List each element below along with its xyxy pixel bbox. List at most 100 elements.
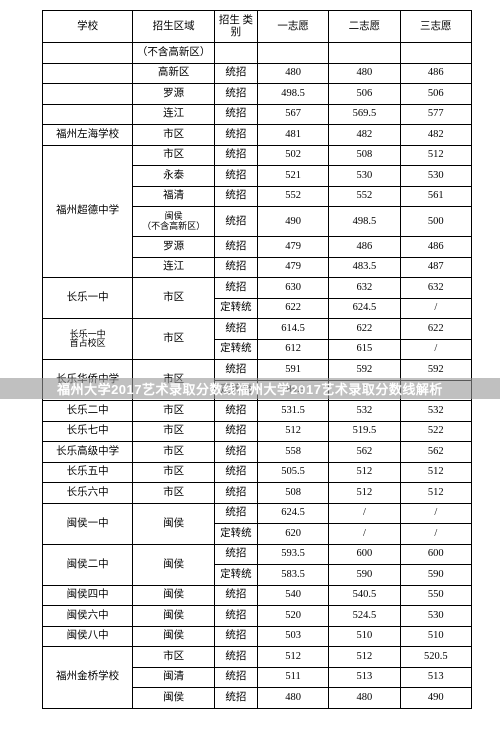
cell-type: 统招	[214, 626, 257, 647]
cell-area: 闽侯	[133, 585, 215, 606]
table-row: 长乐七中市区统招512519.5522	[43, 421, 472, 442]
table-row: 闽侯二中闽侯统招593.5600600	[43, 544, 472, 565]
cell-type: 统招	[214, 207, 257, 237]
cell-s2: /	[329, 524, 400, 545]
cell-school: 长乐二中	[43, 401, 133, 422]
cell-s1: 503	[257, 626, 328, 647]
cell-type: 统招	[214, 421, 257, 442]
cell-type	[214, 43, 257, 64]
cell-area: 罗源	[133, 237, 215, 258]
cell-s1: 614.5	[257, 319, 328, 340]
cell-s3: 512	[400, 145, 471, 166]
cell-s3: /	[400, 339, 471, 360]
cell-s1: 552	[257, 186, 328, 207]
cell-type: 统招	[214, 104, 257, 125]
cell-s2: 552	[329, 186, 400, 207]
cell-s3: 561	[400, 186, 471, 207]
cell-type: 统招	[214, 442, 257, 463]
cell-type: 统招	[214, 319, 257, 340]
cell-school: 福州金桥学校	[43, 647, 133, 709]
cell-s1: 540	[257, 585, 328, 606]
cell-s3: 500	[400, 207, 471, 237]
cell-s3: 512	[400, 462, 471, 483]
hdr-school: 学校	[43, 11, 133, 43]
cell-s1: 479	[257, 257, 328, 278]
cell-s3: /	[400, 298, 471, 319]
cell-s3: 562	[400, 442, 471, 463]
cell-area: 连江	[133, 257, 215, 278]
cell-s1: 508	[257, 483, 328, 504]
cell-s1: 591	[257, 360, 328, 381]
cell-school: 闽侯八中	[43, 626, 133, 647]
cell-school: 福州超德中学	[43, 145, 133, 278]
cell-type: 统招	[214, 63, 257, 84]
cell-s2: 513	[329, 667, 400, 688]
cell-area: 市区	[133, 125, 215, 146]
hdr-type: 招生 类别	[214, 11, 257, 43]
table-row: 长乐六中市区统招508512512	[43, 483, 472, 504]
cell-s3: 512	[400, 483, 471, 504]
cell-type: 统招	[214, 84, 257, 105]
cell-s1: 612	[257, 339, 328, 360]
cell-type: 定转统	[214, 339, 257, 360]
hdr-area: 招生区域	[133, 11, 215, 43]
cell-s1: 512	[257, 647, 328, 668]
cell-area: 市区	[133, 145, 215, 166]
cell-type: 定转统	[214, 298, 257, 319]
cell-type: 统招	[214, 257, 257, 278]
cell-s3: 622	[400, 319, 471, 340]
cell-s2: 510	[329, 626, 400, 647]
cell-s2: 624.5	[329, 298, 400, 319]
cell-s1: 505.5	[257, 462, 328, 483]
cell-type: 统招	[214, 688, 257, 709]
cell-type: 统招	[214, 667, 257, 688]
cell-s3: 486	[400, 237, 471, 258]
table-row: 闽侯四中闽侯统招540540.5550	[43, 585, 472, 606]
cell-type: 统招	[214, 360, 257, 381]
cell-school	[43, 43, 133, 64]
cell-school: 长乐七中	[43, 421, 133, 442]
table-row: 闽侯八中闽侯统招503510510	[43, 626, 472, 647]
cell-s3: 506	[400, 84, 471, 105]
table-row: 连江统招567569.5577	[43, 104, 472, 125]
cell-s2: 590	[329, 565, 400, 586]
score-table: 学校 招生区域 招生 类别 一志愿 二志愿 三志愿 （不含高新区）高新区统招48…	[42, 10, 472, 709]
cell-s1	[257, 43, 328, 64]
cell-s2: 508	[329, 145, 400, 166]
cell-area: 市区	[133, 278, 215, 319]
cell-area: 闽侯	[133, 688, 215, 709]
watermark-text: 福州大学2017艺术录取分数线福州大学2017艺术录取分数线解析	[57, 379, 443, 398]
cell-s3	[400, 43, 471, 64]
cell-s1: 479	[257, 237, 328, 258]
cell-area: 市区	[133, 442, 215, 463]
cell-area: （不含高新区）	[133, 43, 215, 64]
cell-school	[43, 84, 133, 105]
cell-s3: /	[400, 503, 471, 524]
cell-s1: 480	[257, 688, 328, 709]
cell-s2: 480	[329, 63, 400, 84]
cell-school: 闽侯六中	[43, 606, 133, 627]
cell-type: 统招	[214, 483, 257, 504]
cell-s3: 632	[400, 278, 471, 299]
cell-area: 闽侯（不含高新区）	[133, 207, 215, 237]
cell-type: 统招	[214, 606, 257, 627]
cell-s2: /	[329, 503, 400, 524]
cell-area: 市区	[133, 483, 215, 504]
table-row: 长乐华侨中学市区统招591592592	[43, 360, 472, 381]
table-row: 长乐二中市区统招531.5532532	[43, 401, 472, 422]
cell-s1: 498.5	[257, 84, 328, 105]
cell-area: 闽侯	[133, 626, 215, 647]
hdr-s1: 一志愿	[257, 11, 328, 43]
cell-s3: 522	[400, 421, 471, 442]
cell-s3: 600	[400, 544, 471, 565]
cell-s1: 593.5	[257, 544, 328, 565]
cell-s2: 600	[329, 544, 400, 565]
cell-s1: 624.5	[257, 503, 328, 524]
hdr-s3: 三志愿	[400, 11, 471, 43]
cell-s2: 615	[329, 339, 400, 360]
cell-s1: 630	[257, 278, 328, 299]
table-row: 福州超德中学市区统招502508512	[43, 145, 472, 166]
cell-s1: 512	[257, 421, 328, 442]
table-row: 长乐五中市区统招505.5512512	[43, 462, 472, 483]
cell-s2: 506	[329, 84, 400, 105]
